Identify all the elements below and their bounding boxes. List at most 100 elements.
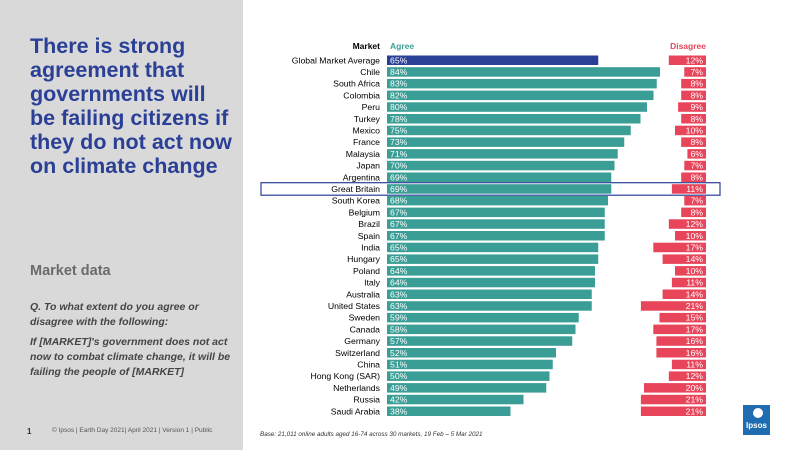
market-label-hong-kong-sar: Hong Kong (SAR) — [310, 371, 380, 381]
market-label-malaysia: Malaysia — [346, 149, 380, 159]
disagree-bar-peru — [678, 102, 706, 112]
disagree-bar-south-africa — [681, 78, 706, 89]
market-label-canada: Canada — [350, 324, 381, 334]
agree-value-mexico: 75% — [390, 126, 408, 136]
disagree-value-poland: 10% — [686, 266, 704, 276]
survey-question: Q. To what extent do you agree or disagr… — [30, 301, 199, 328]
market-label-spain: Spain — [358, 231, 380, 241]
market-label-colombia: Colombia — [343, 90, 380, 100]
market-label-south-korea: South Korea — [332, 196, 380, 206]
disagree-bar-hong-kong-sar — [668, 371, 706, 381]
disagree-bar-chile — [684, 67, 706, 77]
agree-bar-japan — [387, 160, 615, 171]
market-label-south-africa: South Africa — [333, 79, 380, 89]
agree-value-saudi-arabia: 38% — [390, 406, 408, 416]
disagree-bar-india — [653, 242, 706, 253]
market-label-sweden: Sweden — [349, 313, 381, 323]
page-number: 1 — [27, 427, 32, 436]
agree-value-peru: 80% — [390, 102, 408, 112]
agree-bar-great-britain — [387, 184, 612, 194]
agree-bar-russia — [387, 394, 524, 405]
logo-text: Ipsos — [746, 421, 767, 430]
disagree-bar-global-market-average — [668, 55, 706, 65]
disagree-value-netherlands: 20% — [686, 383, 704, 393]
left-panel — [0, 0, 243, 450]
disagree-bar-south-korea — [684, 195, 706, 206]
agree-value-france: 73% — [390, 137, 408, 147]
agree-bar-belgium — [387, 207, 605, 218]
market-label-japan: Japan — [356, 161, 380, 171]
agree-bar-south-africa — [387, 78, 657, 89]
disagree-bar-brazil — [668, 219, 706, 229]
agree-value-china: 51% — [390, 360, 408, 370]
agree-bar-france — [387, 137, 625, 147]
disagree-bar-hungary — [662, 254, 706, 264]
agree-value-russia: 42% — [390, 395, 408, 405]
agree-bar-global-market-average — [387, 55, 599, 65]
agree-value-germany: 57% — [390, 336, 408, 346]
agree-value-japan: 70% — [390, 161, 408, 171]
disagree-value-spain: 10% — [686, 231, 704, 241]
market-label-france: France — [353, 137, 380, 147]
agree-bar-saudi-arabia — [387, 406, 511, 416]
disagree-bar-argentina — [681, 172, 706, 182]
agree-value-turkey: 78% — [390, 114, 408, 124]
disagree-bar-turkey — [681, 114, 706, 124]
market-label-hungary: Hungary — [347, 254, 380, 264]
header-disagree: Disagree — [670, 41, 706, 51]
agree-bar-colombia — [387, 90, 654, 101]
disagree-value-germany: 16% — [686, 336, 704, 346]
market-label-turkey: Turkey — [354, 114, 381, 124]
market-label-russia: Russia — [353, 395, 380, 405]
disagree-value-argentina: 8% — [690, 172, 703, 182]
market-label-poland: Poland — [353, 266, 380, 276]
agree-bar-germany — [387, 336, 573, 346]
header-agree: Agree — [390, 41, 414, 51]
disagree-value-peru: 9% — [690, 102, 703, 112]
market-label-chile: Chile — [360, 67, 380, 77]
disagree-value-turkey: 8% — [690, 114, 703, 124]
agree-value-india: 65% — [390, 243, 408, 253]
market-label-saudi-arabia: Saudi Arabia — [331, 406, 380, 416]
disagree-value-india: 17% — [686, 243, 704, 253]
agree-bar-brazil — [387, 219, 605, 229]
agree-bar-sweden — [387, 312, 579, 323]
market-label-italy: Italy — [364, 278, 381, 288]
disagree-value-japan: 7% — [690, 161, 703, 171]
market-label-global-market-average: Global Market Average — [292, 55, 380, 65]
disagree-bar-switzerland — [656, 348, 706, 358]
disagree-bar-malaysia — [687, 149, 706, 159]
disagree-value-sweden: 15% — [686, 313, 704, 323]
header-market: Market — [353, 41, 381, 51]
market-label-brazil: Brazil — [358, 219, 380, 229]
disagree-bar-saudi-arabia — [640, 406, 706, 416]
market-label-argentina: Argentina — [343, 172, 380, 182]
agree-value-great-britain: 69% — [390, 184, 408, 194]
disagree-bar-russia — [640, 394, 706, 405]
market-label-germany: Germany — [344, 336, 380, 346]
disagree-value-great-britain: 11% — [686, 184, 703, 194]
disagree-value-malaysia: 6% — [690, 149, 703, 159]
market-label-switzerland: Switzerland — [335, 348, 380, 358]
agree-bar-chile — [387, 67, 660, 77]
agree-bar-canada — [387, 324, 576, 335]
disagree-bar-great-britain — [671, 184, 706, 194]
disagree-bar-japan — [684, 160, 706, 171]
disagree-value-united-states: 21% — [686, 301, 704, 311]
agree-value-hong-kong-sar: 50% — [390, 371, 408, 381]
disagree-value-south-africa: 8% — [690, 79, 703, 89]
market-label-mexico: Mexico — [352, 126, 380, 136]
disagree-value-hong-kong-sar: 12% — [686, 371, 704, 381]
logo-mark-icon — [753, 408, 763, 418]
highlight-row-great-britain — [260, 182, 721, 196]
agree-bar-united-states — [387, 301, 592, 311]
agree-value-malaysia: 71% — [390, 149, 408, 159]
agree-value-south-africa: 83% — [390, 79, 408, 89]
agree-bar-malaysia — [387, 149, 618, 159]
disagree-value-mexico: 10% — [686, 126, 704, 136]
market-label-great-britain: Great Britain — [331, 184, 380, 194]
disagree-value-south-korea: 7% — [690, 196, 703, 206]
agree-bar-india — [387, 242, 599, 253]
disagree-bar-france — [681, 137, 706, 147]
